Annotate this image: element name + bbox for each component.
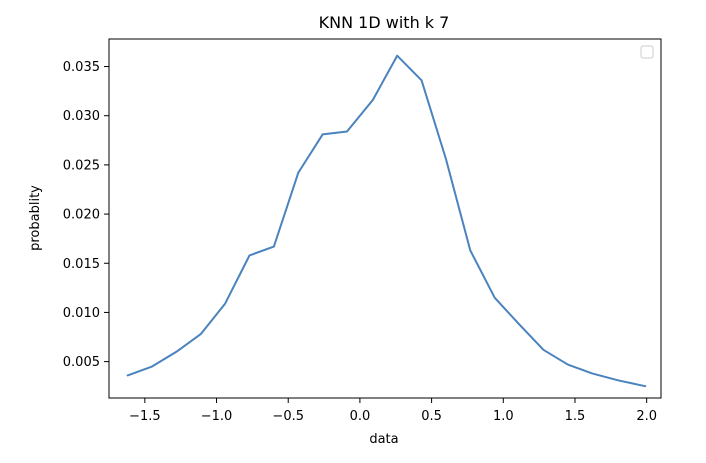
y-tick-label: 0.015	[63, 257, 100, 272]
x-tick-label: −1.5	[129, 409, 161, 424]
series-layer	[126, 54, 647, 388]
y-tick-label: 0.025	[63, 158, 100, 173]
x-tick-label: −0.5	[272, 409, 304, 424]
x-tick-label: 0.0	[350, 409, 371, 424]
x-axis-label: data	[369, 432, 398, 447]
y-tick-label: 0.035	[63, 60, 100, 75]
plot-area-frame	[108, 38, 662, 399]
x-axis: −1.5 −1.0 −0.5 0.0 0.5 1.0 1.5 2.0	[129, 398, 657, 424]
x-tick-label: 1.5	[565, 409, 586, 424]
x-tick-label: 0.5	[421, 409, 442, 424]
legend-box	[640, 45, 654, 59]
x-tick-label: 1.0	[493, 409, 514, 424]
y-tick-label: 0.010	[63, 306, 100, 321]
y-tick-label: 0.020	[63, 208, 100, 223]
y-axis: 0.005 0.010 0.015 0.020 0.025 0.030 0.035	[63, 60, 109, 370]
y-axis-label: probablity	[28, 185, 43, 251]
chart-title: KNN 1D with k 7	[319, 13, 450, 32]
series-line	[126, 54, 647, 388]
legend	[640, 45, 654, 59]
y-tick-label: 0.005	[63, 355, 100, 370]
y-tick-label: 0.030	[63, 109, 100, 124]
x-tick-label: −1.0	[201, 409, 233, 424]
x-tick-label: 2.0	[636, 409, 657, 424]
